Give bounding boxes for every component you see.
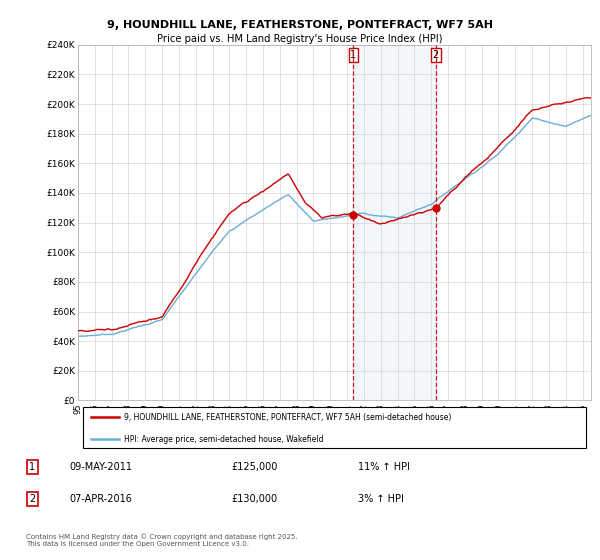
Text: 2: 2 — [29, 494, 35, 504]
Text: 11% ↑ HPI: 11% ↑ HPI — [358, 462, 410, 472]
Text: £125,000: £125,000 — [231, 462, 277, 472]
Bar — [353, 45, 436, 400]
Text: 1: 1 — [350, 50, 356, 60]
Text: Contains HM Land Registry data © Crown copyright and database right 2025.
This d: Contains HM Land Registry data © Crown c… — [26, 533, 298, 547]
Text: 07-APR-2016: 07-APR-2016 — [70, 494, 133, 504]
Text: 1: 1 — [29, 462, 35, 472]
Text: 9, HOUNDHILL LANE, FEATHERSTONE, PONTEFRACT, WF7 5AH (semi-detached house): 9, HOUNDHILL LANE, FEATHERSTONE, PONTEFR… — [124, 413, 452, 422]
Text: £130,000: £130,000 — [231, 494, 277, 504]
Text: 2: 2 — [433, 50, 439, 60]
Text: 09-MAY-2011: 09-MAY-2011 — [70, 462, 133, 472]
Text: HPI: Average price, semi-detached house, Wakefield: HPI: Average price, semi-detached house,… — [124, 435, 323, 444]
Text: 3% ↑ HPI: 3% ↑ HPI — [358, 494, 403, 504]
Text: Price paid vs. HM Land Registry's House Price Index (HPI): Price paid vs. HM Land Registry's House … — [157, 34, 443, 44]
Text: 9, HOUNDHILL LANE, FEATHERSTONE, PONTEFRACT, WF7 5AH: 9, HOUNDHILL LANE, FEATHERSTONE, PONTEFR… — [107, 20, 493, 30]
